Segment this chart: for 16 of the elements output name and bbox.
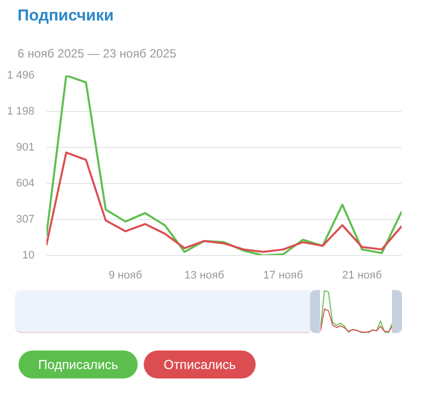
y-tick-label: 307	[16, 214, 35, 226]
y-tick-label: 604	[16, 178, 35, 190]
x-tick-label: 21 нояб	[342, 270, 382, 282]
text: Подписались	[38, 357, 118, 372]
y-tick-label: 901	[16, 142, 35, 154]
text: Отписались	[164, 357, 236, 372]
x-tick-label: 9 нояб	[108, 270, 142, 282]
line-series	[46, 152, 402, 253]
y-tick-label: 1 496	[6, 70, 35, 82]
y-tick-label: 10	[22, 250, 35, 262]
chart-subtitle: 6 нояб 2025 — 23 нояб 2025	[18, 46, 177, 60]
line-series	[46, 76, 402, 256]
x-tick-label: 17 нояб	[263, 270, 304, 282]
x-tick-label: 13 нояб	[184, 270, 224, 282]
y-tick-label: 1 198	[6, 106, 35, 118]
chart-title: Подписчики	[18, 8, 114, 24]
